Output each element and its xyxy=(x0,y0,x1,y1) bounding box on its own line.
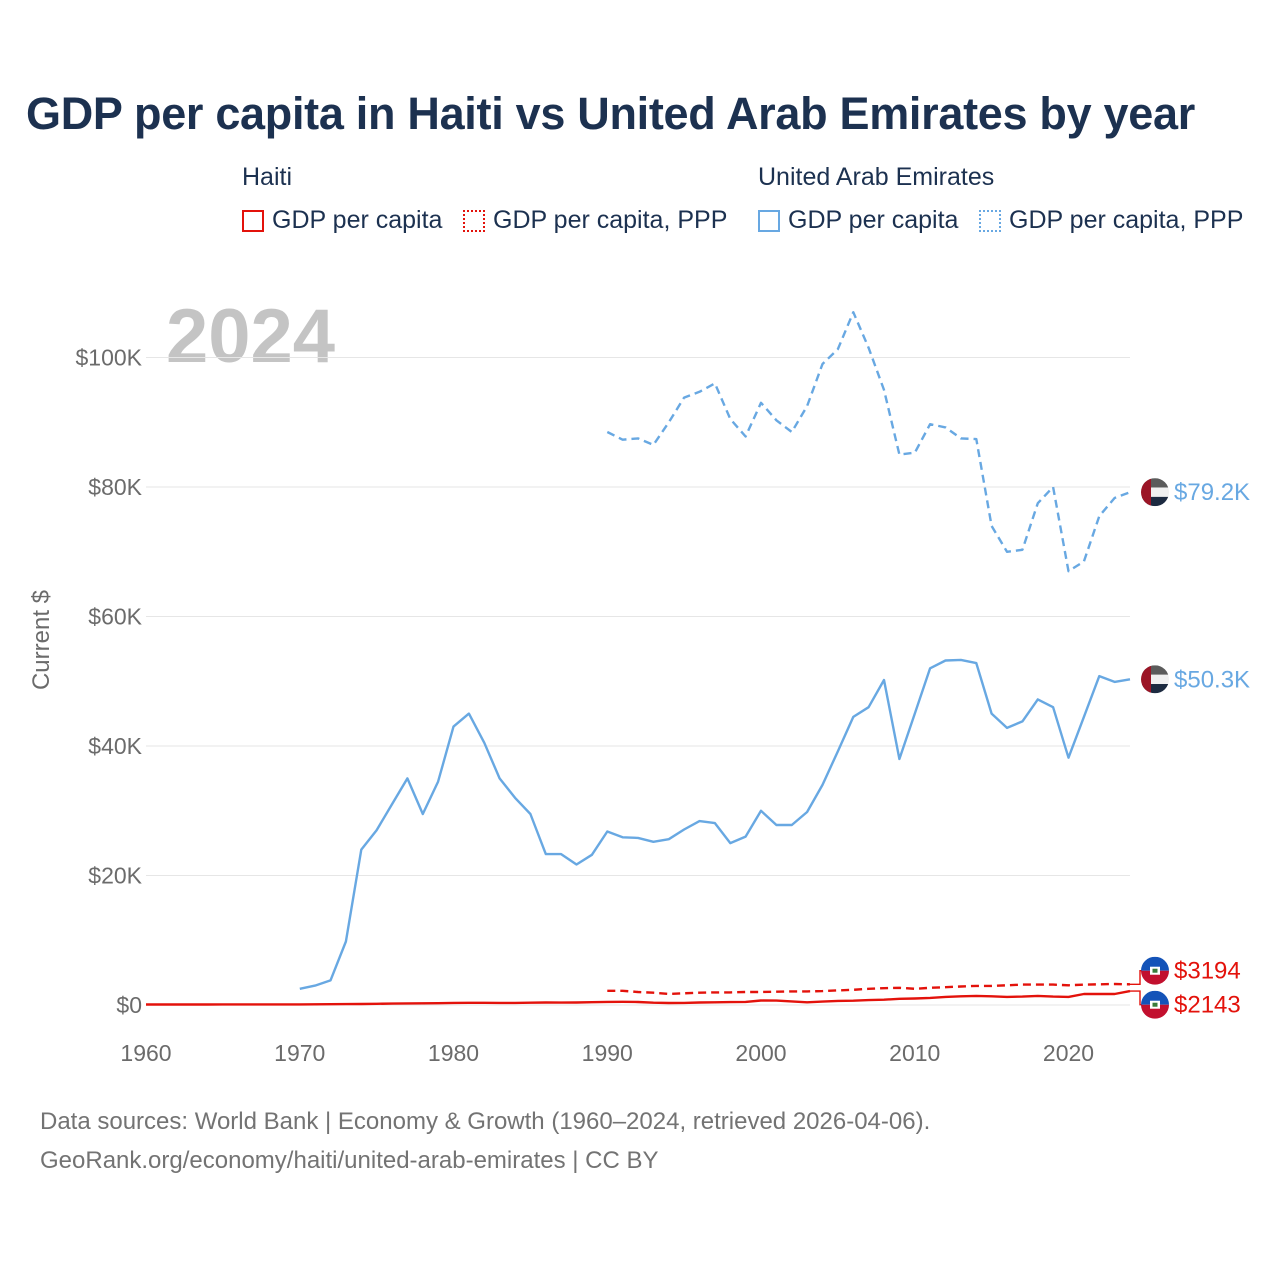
series-line-3 xyxy=(146,989,1131,1006)
x-tick-labels: 1960 1970 1980 1990 2000 2010 2020 xyxy=(120,1040,1094,1066)
chart-title: GDP per capita in Haiti vs United Arab E… xyxy=(26,88,1195,139)
y-tick-label: $60K xyxy=(88,604,142,630)
legend-uae-country: United Arab Emirates xyxy=(758,163,995,191)
legend-swatch-dotted-red xyxy=(463,209,485,232)
end-value-label: $79.2K xyxy=(1174,479,1250,506)
x-tick-label: 1980 xyxy=(428,1040,479,1066)
footer-link[interactable]: GeoRank.org/economy/haiti/united-arab-em… xyxy=(40,1147,659,1174)
x-tick-label: 2010 xyxy=(889,1040,940,1066)
legend-haiti-ppp[interactable]: GDP per capita, PPP xyxy=(463,206,727,235)
haiti-flag-icon xyxy=(1141,956,1169,985)
legend-uae-gdp-label: GDP per capita xyxy=(788,206,959,234)
y-tick-label: $40K xyxy=(88,733,142,759)
x-tick-label: 1960 xyxy=(120,1040,171,1066)
end-value-label: $50.3K xyxy=(1174,666,1250,693)
legend-haiti-gdp[interactable]: GDP per capita xyxy=(242,206,442,235)
y-tick-label: $100K xyxy=(75,345,142,371)
legend-swatch-solid-blue xyxy=(758,209,780,232)
end-markers: $79.2K $50.3K $3194 $2143 xyxy=(1130,478,1250,1019)
legend-haiti-country: Haiti xyxy=(242,163,293,191)
year-watermark: 2024 xyxy=(166,294,336,379)
uae-flag-icon xyxy=(1141,478,1169,507)
label-leader xyxy=(1130,990,1142,1006)
x-tick-label: 2000 xyxy=(735,1040,786,1066)
end-value-label: $2143 xyxy=(1174,992,1241,1019)
haiti-flag-icon xyxy=(1141,990,1169,1019)
y-tick-label: $0 xyxy=(116,992,142,1018)
series-line-1 xyxy=(299,658,1131,990)
legend-uae-ppp[interactable]: GDP per capita, PPP xyxy=(979,206,1243,235)
series-line-0 xyxy=(606,311,1131,573)
x-tick-label: 1990 xyxy=(582,1040,633,1066)
legend-uae-gdp[interactable]: GDP per capita xyxy=(758,206,958,235)
y-tick-label: $20K xyxy=(88,863,142,889)
y-tick-label: $80K xyxy=(88,474,142,500)
legend-haiti-gdp-label: GDP per capita xyxy=(272,206,443,234)
legend-swatch-solid-red xyxy=(242,209,264,232)
x-tick-label: 1970 xyxy=(274,1040,325,1066)
uae-flag-icon xyxy=(1141,665,1169,694)
end-value-label: $3194 xyxy=(1174,958,1241,985)
legend-uae-ppp-label: GDP per capita, PPP xyxy=(1009,206,1244,234)
y-tick-labels: $0 $20K $40K $60K $80K $100K xyxy=(75,345,142,1019)
series-lines xyxy=(146,311,1131,1006)
legend-haiti-ppp-label: GDP per capita, PPP xyxy=(493,206,728,234)
series-line-2 xyxy=(607,982,1131,996)
x-tick-label: 2020 xyxy=(1043,1040,1094,1066)
legend-swatch-dotted-blue xyxy=(979,209,1001,232)
footer-sources: Data sources: World Bank | Economy & Gro… xyxy=(40,1108,931,1135)
label-leader xyxy=(1130,970,1142,985)
